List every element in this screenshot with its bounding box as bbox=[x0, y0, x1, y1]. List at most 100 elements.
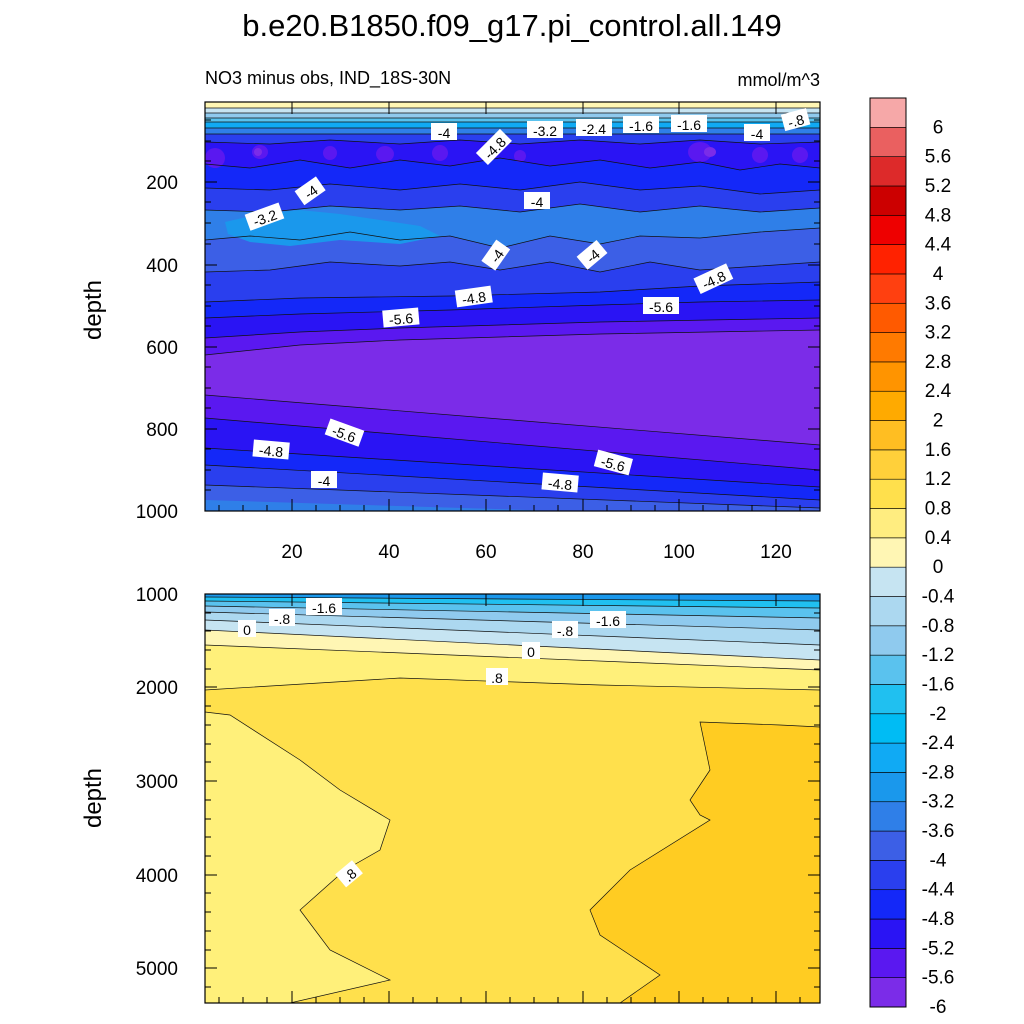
colorbar-label: -2 bbox=[930, 704, 947, 725]
colorbar-label: -1.2 bbox=[922, 645, 955, 666]
colorbar-swatch bbox=[869, 478, 907, 509]
top-contour-label: -5.6 bbox=[599, 453, 627, 475]
bottom-y-minor-ticks bbox=[205, 612, 820, 988]
top-contour-label: -4 bbox=[751, 126, 764, 142]
top-blobs-deep bbox=[254, 147, 716, 157]
bottom-plot-frame bbox=[204, 593, 821, 1004]
bottom-contour-label: -1.6 bbox=[312, 600, 336, 616]
top-x-tick-label: 60 bbox=[475, 542, 496, 563]
top-x-minor-ticks bbox=[218, 505, 801, 511]
colorbar-label: -0.4 bbox=[922, 586, 955, 607]
top-contour-label: -4 bbox=[318, 473, 331, 489]
bottom-y-axis-label: depth bbox=[80, 768, 107, 828]
top-contour-label: -4.8 bbox=[461, 288, 487, 307]
colorbar-swatch bbox=[869, 742, 907, 773]
top-x-tick-label: 40 bbox=[378, 542, 399, 563]
top-contour-label: -3.2 bbox=[251, 206, 279, 229]
bottom-band-minus-2.4 bbox=[205, 594, 820, 601]
bottom-y-major-ticks bbox=[205, 686, 820, 969]
colorbar-swatch bbox=[869, 566, 907, 597]
colorbar-swatch bbox=[869, 127, 907, 157]
top-contour-label: -2.4 bbox=[582, 121, 606, 137]
colorbar-label: -1.6 bbox=[922, 674, 955, 695]
top-contour-labels: -4 -4.8 -3.2 -2.4 -1.6 -1.6 -4 -.8 -4 -3… bbox=[244, 107, 811, 493]
top-contour-label: -5.6 bbox=[388, 310, 414, 328]
top-y-tick-label: 800 bbox=[146, 420, 178, 441]
top-y-tick-label: 200 bbox=[146, 173, 178, 194]
top-y-tick-label: 1000 bbox=[136, 502, 178, 523]
colorbar-swatch bbox=[869, 977, 907, 1008]
colorbar-label: 4.8 bbox=[925, 205, 951, 226]
colorbar-label: 5.2 bbox=[925, 176, 951, 197]
colorbar-frame bbox=[869, 97, 907, 1008]
colorbar-swatch bbox=[869, 625, 907, 656]
colorbar-swatch bbox=[869, 214, 907, 245]
colorbar-swatch bbox=[869, 156, 907, 187]
colorbar-label: 2.8 bbox=[925, 352, 951, 373]
bottom-y-tick-label: 2000 bbox=[136, 678, 178, 699]
figure-title: b.e20.B1850.f09_g17.pi_control.all.149 bbox=[242, 8, 782, 43]
top-x-tick-label: 20 bbox=[281, 542, 302, 563]
colorbar-label: -2.8 bbox=[922, 762, 955, 783]
colorbar-label: 3.6 bbox=[925, 293, 951, 314]
bottom-contour-label: .8 bbox=[491, 670, 503, 686]
colorbar-label: 2.4 bbox=[925, 381, 952, 402]
colorbar-label: -4.4 bbox=[922, 880, 955, 901]
top-x-tick-label: 100 bbox=[663, 542, 695, 563]
colorbar-label: 1.6 bbox=[925, 440, 951, 461]
top-subtitle-right: mmol/m^3 bbox=[738, 70, 820, 90]
colorbar-swatch bbox=[869, 273, 907, 304]
top-y-major-ticks bbox=[205, 181, 820, 512]
colorbar-label: -5.6 bbox=[922, 968, 955, 989]
colorbar-label: -2.4 bbox=[922, 733, 955, 754]
top-blobs bbox=[205, 142, 808, 168]
colorbar-label: -6 bbox=[930, 997, 947, 1018]
bottom-contour-label: -1.6 bbox=[596, 613, 620, 629]
top-panel: NO3 minus obs, IND_18S-30N mmol/m^3 bbox=[80, 68, 821, 563]
top-x-major-ticks bbox=[291, 102, 777, 511]
colorbar-swatch bbox=[869, 361, 907, 392]
colorbar-swatch bbox=[869, 508, 907, 539]
colorbar-swatch bbox=[869, 684, 907, 715]
bottom-contour-label: 0 bbox=[243, 622, 251, 638]
top-lobe bbox=[252, 360, 282, 382]
colorbar: 6 5.6 5.2 4.8 4.4 4 3.6 3.2 2.8 2.4 2 1.6 1.2 0.8 0.4 0… bbox=[869, 97, 955, 1018]
colorbar-label: -4 bbox=[930, 850, 947, 871]
bottom-band-0.8-region bbox=[205, 594, 820, 1003]
top-band-lower-4.0 bbox=[205, 485, 820, 511]
top-y-axis-label: depth bbox=[80, 280, 107, 340]
top-contour-label: -4 bbox=[531, 194, 544, 210]
colorbar-label: -0.8 bbox=[922, 616, 955, 637]
bottom-y-tick-labels: 1000 2000 3000 4000 5000 bbox=[136, 585, 178, 980]
colorbar-label: -3.2 bbox=[922, 792, 955, 813]
top-contour-label: -5.6 bbox=[330, 422, 358, 445]
colorbar-swatch bbox=[869, 244, 907, 275]
top-x-tick-labels: 20 40 60 80 100 120 bbox=[281, 542, 791, 563]
bottom-contour-labels: -1.6 -.8 0 -.8 -1.6 0 .8 .8 bbox=[238, 598, 626, 888]
colorbar-label: -3.6 bbox=[922, 821, 955, 842]
bottom-contour-label: -.8 bbox=[274, 611, 291, 627]
colorbar-swatch bbox=[869, 185, 907, 216]
bottom-y-tick-label: 3000 bbox=[136, 772, 178, 793]
colorbar-swatch bbox=[869, 918, 907, 949]
colorbar-swatches bbox=[869, 97, 907, 1008]
top-axis bbox=[205, 102, 820, 512]
top-band-positive-surface bbox=[205, 102, 820, 108]
colorbar-swatch bbox=[869, 420, 907, 451]
colorbar-swatch bbox=[869, 654, 907, 685]
colorbar-swatch bbox=[869, 830, 907, 861]
colorbar-swatch bbox=[869, 772, 907, 803]
bottom-x-major-ticks bbox=[291, 594, 777, 1003]
colorbar-swatch bbox=[869, 390, 907, 421]
colorbar-swatch bbox=[869, 302, 907, 333]
colorbar-swatch bbox=[869, 596, 907, 627]
top-x-tick-label: 120 bbox=[760, 542, 792, 563]
top-contour-label: -5.6 bbox=[649, 299, 673, 315]
colorbar-label: 4 bbox=[933, 264, 944, 285]
colorbar-swatch bbox=[869, 889, 907, 920]
bottom-y-tick-label: 1000 bbox=[136, 585, 178, 606]
top-contour-label: -4.8 bbox=[547, 475, 573, 493]
colorbar-swatch bbox=[869, 332, 907, 363]
colorbar-label: 5.6 bbox=[925, 147, 951, 168]
